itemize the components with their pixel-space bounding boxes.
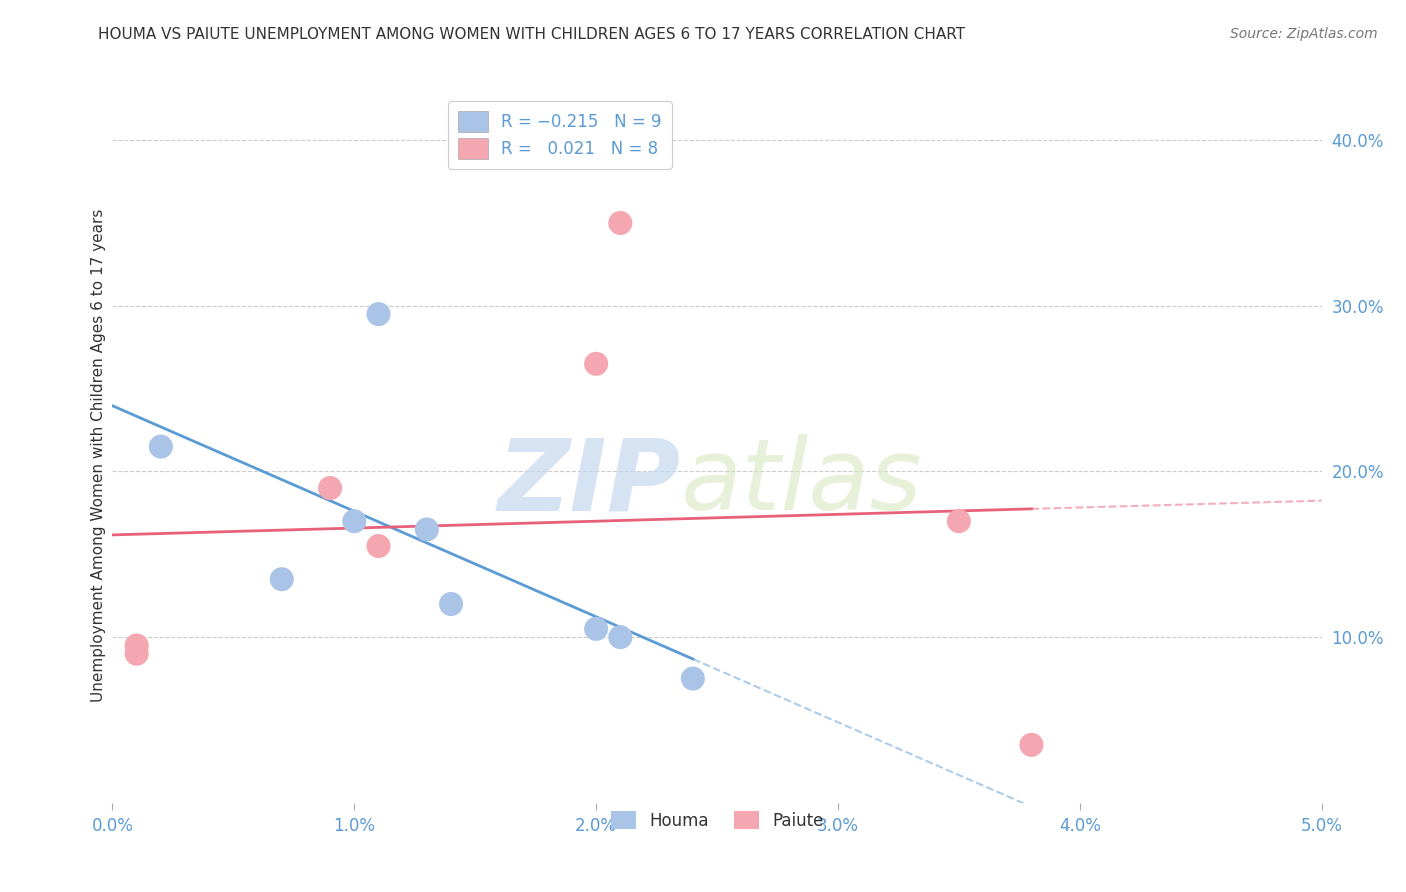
- Point: [609, 216, 631, 230]
- Point: [1021, 738, 1043, 752]
- Point: [319, 481, 342, 495]
- Text: ZIP: ZIP: [498, 434, 681, 532]
- Point: [416, 523, 439, 537]
- Point: [585, 622, 607, 636]
- Text: Source: ZipAtlas.com: Source: ZipAtlas.com: [1230, 27, 1378, 41]
- Point: [125, 647, 148, 661]
- Point: [585, 357, 607, 371]
- Point: [125, 639, 148, 653]
- Point: [270, 572, 292, 586]
- Point: [343, 514, 366, 528]
- Text: HOUMA VS PAIUTE UNEMPLOYMENT AMONG WOMEN WITH CHILDREN AGES 6 TO 17 YEARS CORREL: HOUMA VS PAIUTE UNEMPLOYMENT AMONG WOMEN…: [98, 27, 966, 42]
- Point: [367, 307, 389, 321]
- Point: [609, 630, 631, 644]
- Legend: Houma, Paiute: Houma, Paiute: [605, 805, 830, 836]
- Point: [149, 440, 172, 454]
- Point: [682, 672, 704, 686]
- Text: atlas: atlas: [681, 434, 922, 532]
- Y-axis label: Unemployment Among Women with Children Ages 6 to 17 years: Unemployment Among Women with Children A…: [91, 208, 105, 702]
- Point: [948, 514, 970, 528]
- Point: [367, 539, 389, 553]
- Point: [440, 597, 463, 611]
